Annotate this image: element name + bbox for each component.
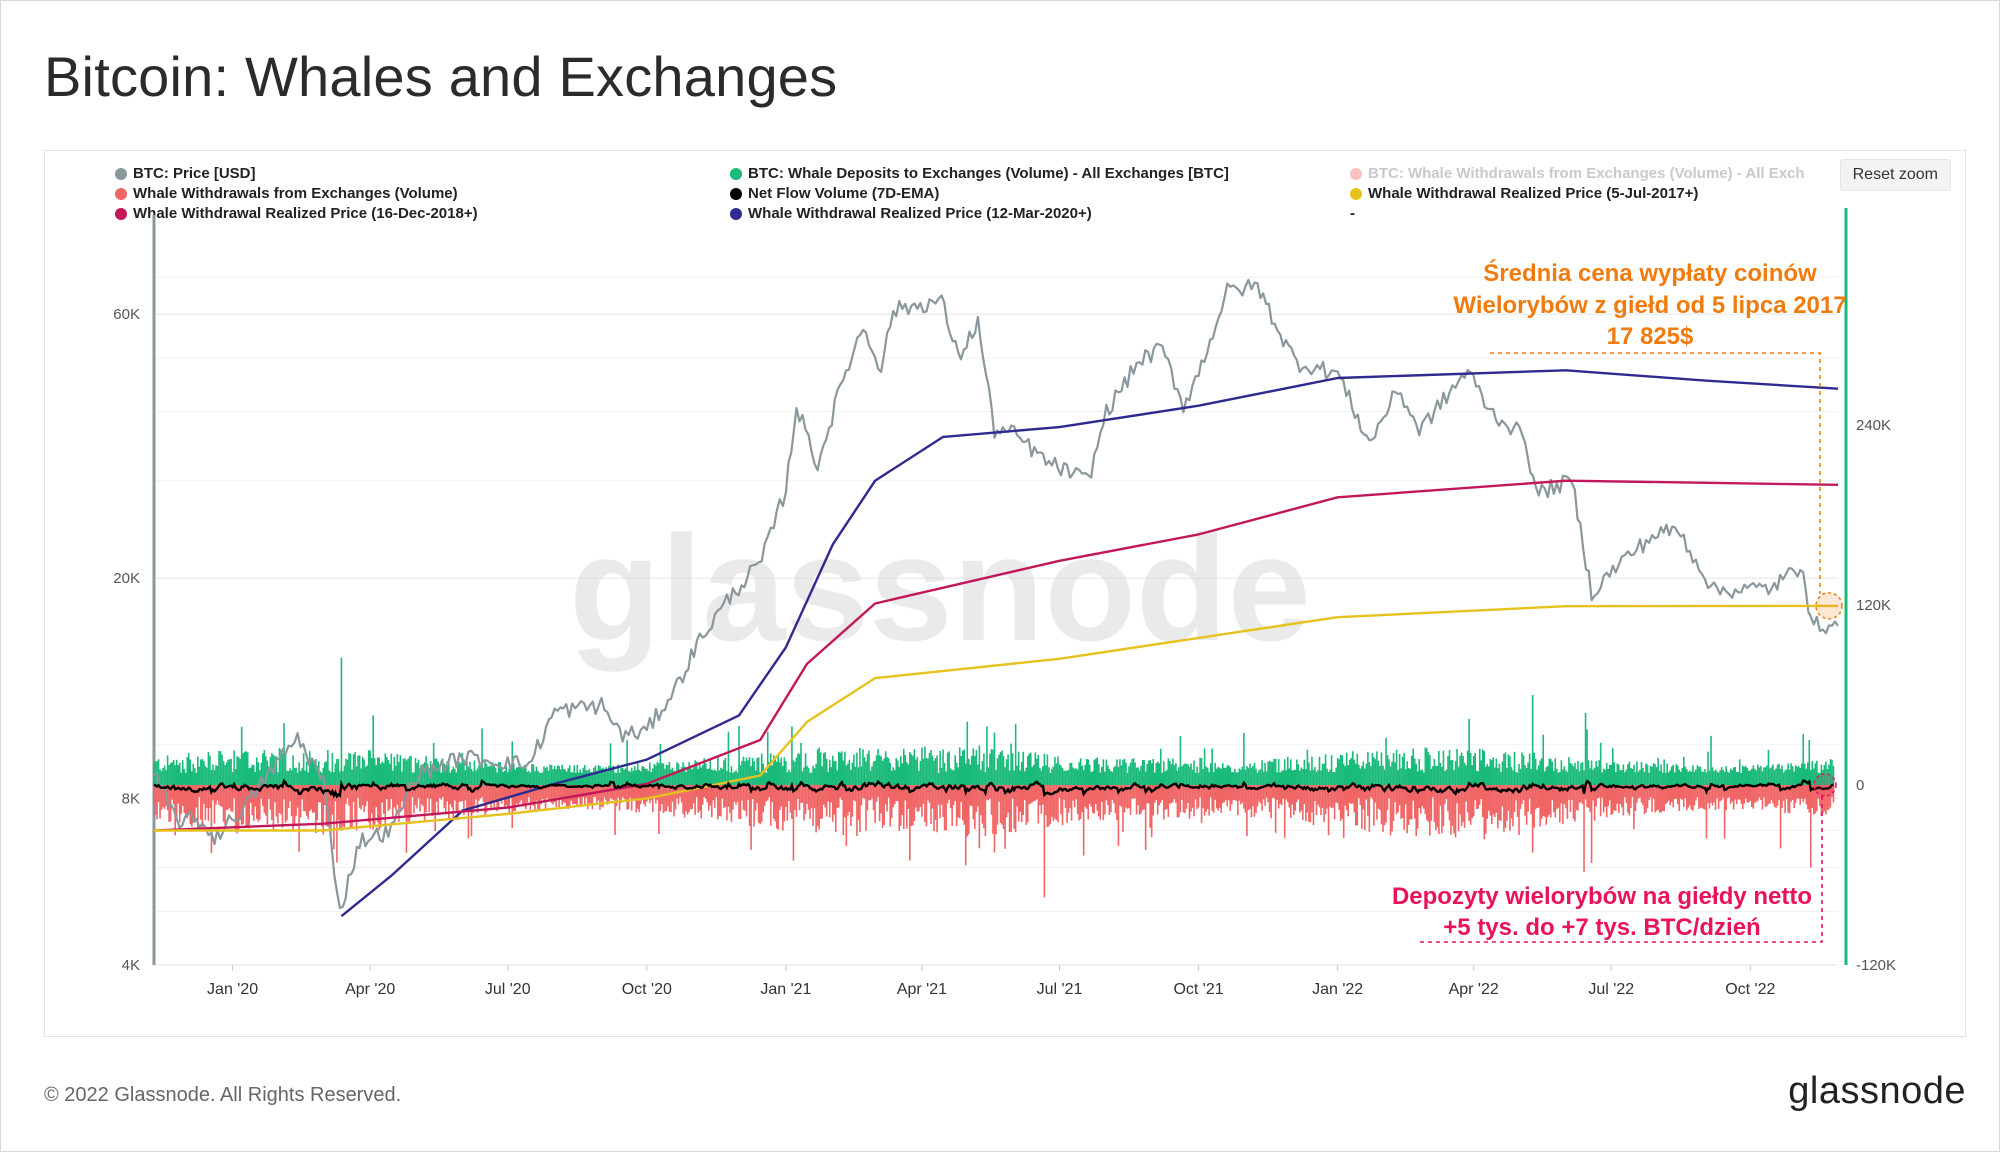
legend-label: BTC: Whale Deposits to Exchanges (Volume…: [748, 165, 1229, 182]
series-line-1: [153, 278, 1839, 910]
page-title: Bitcoin: Whales and Exchanges: [44, 45, 838, 108]
x-tick-label: Jul '22: [1588, 981, 1634, 998]
pink-annotation-line1: Depozyty wielorybów na giełdy netto: [1391, 883, 1813, 910]
legend-marker: [1350, 167, 1362, 180]
x-tick-label: Jan '21: [760, 981, 811, 998]
legend-item-1[interactable]: BTC: Price [USD]: [115, 165, 256, 182]
legend-item-7[interactable]: Whale Withdrawal Realized Price (16-Dec-…: [115, 205, 478, 222]
series-line-2: [340, 369, 1839, 918]
x-tick-label: Apr '21: [897, 981, 947, 998]
x-tick-label: Apr '22: [1449, 981, 1499, 998]
series-line-3: [153, 479, 1839, 832]
flow-bars: [153, 657, 1835, 898]
y-left-tick-label: 4K: [122, 957, 140, 974]
legend-label: Net Flow Volume (7D-EMA): [748, 185, 940, 202]
orange-annotation-line3: 17 825$: [1606, 323, 1694, 351]
x-tick-label: Oct '20: [622, 981, 672, 998]
legend-item-9[interactable]: -: [1350, 205, 1355, 222]
footer-logo: glassnode: [1788, 1070, 1966, 1112]
legend-item-6[interactable]: Whale Withdrawal Realized Price (5-Jul-2…: [1350, 185, 1698, 202]
legend-marker: [730, 207, 742, 220]
legend-item-4[interactable]: Whale Withdrawals from Exchanges (Volume…: [115, 185, 458, 202]
x-tick-label: Apr '20: [345, 981, 395, 998]
orange-annotation: Średnia cena wypłaty coinów Wielorybów z…: [1430, 258, 1870, 353]
footer-copyright: © 2022 Glassnode. All Rights Reserved.: [44, 1084, 402, 1106]
legend-marker: [730, 187, 742, 200]
y-left-tick-label: 8K: [122, 790, 140, 807]
legend-item-8[interactable]: Whale Withdrawal Realized Price (12-Mar-…: [730, 205, 1092, 222]
legend-item-2[interactable]: BTC: Whale Deposits to Exchanges (Volume…: [730, 165, 1229, 182]
chart-container: BTC: Price [USD] BTC: Whale Deposits to E…: [44, 150, 1966, 1037]
y-right-tick-label: 0: [1856, 777, 1864, 794]
x-tick-label: Jan '20: [207, 981, 258, 998]
legend-item-3[interactable]: BTC: Whale Withdrawals from Exchanges (V…: [1350, 165, 1805, 182]
net-flow-line: [153, 778, 1834, 799]
y-left-tick-label: 60K: [113, 306, 140, 323]
x-tick-label: Jul '21: [1037, 981, 1083, 998]
pink-highlight-circle: [1813, 773, 1837, 797]
x-tick-label: Oct '21: [1173, 981, 1223, 998]
y-right-tick-label: -120K: [1856, 957, 1896, 974]
x-tick-label: Oct '22: [1725, 981, 1775, 998]
chart-legend: BTC: Price [USD] BTC: Whale Deposits to E…: [115, 165, 1895, 237]
pink-guide-line: [1420, 796, 1823, 943]
legend-label: BTC: Whale Withdrawals from Exchanges (V…: [1368, 165, 1805, 182]
x-tick-label: Jul '20: [485, 981, 531, 998]
legend-label: Whale Withdrawal Realized Price (16-Dec-…: [133, 205, 478, 222]
y-right-tick-label: 240K: [1856, 417, 1891, 434]
pink-annotation-line2: +5 tys. do +7 tys. BTC/dzień: [1443, 914, 1761, 942]
orange-annotation-line2: Wielorybów z giełd od 5 lipca 2017: [1453, 291, 1847, 319]
orange-highlight-circle: [1815, 592, 1843, 620]
legend-label: -: [1350, 205, 1355, 222]
legend-label: BTC: Price [USD]: [133, 165, 256, 182]
legend-item-5[interactable]: Net Flow Volume (7D-EMA): [730, 185, 939, 202]
legend-marker: [115, 207, 127, 220]
orange-annotation-line1: Średnia cena wypłaty coinów: [1483, 260, 1817, 287]
legend-marker: [115, 187, 127, 200]
legend-marker: [115, 167, 127, 180]
legend-label: Whale Withdrawal Realized Price (12-Mar-…: [748, 205, 1092, 222]
reset-zoom-button[interactable]: Reset zoom: [1839, 159, 1951, 191]
x-tick-label: Jan '22: [1312, 981, 1363, 998]
legend-marker: [730, 167, 742, 180]
legend-marker: [1350, 187, 1362, 200]
series-line-4: [154, 604, 1839, 832]
legend-label: Whale Withdrawal Realized Price (5-Jul-2…: [1368, 185, 1699, 202]
y-right-tick-label: 120K: [1856, 597, 1891, 614]
legend-label: Whale Withdrawals from Exchanges (Volume…: [133, 185, 458, 202]
orange-guide-line: [1490, 352, 1821, 594]
y-left-tick-label: 20K: [113, 570, 140, 587]
pink-annotation: Depozyty wielorybów na giełdy netto +5 t…: [1372, 881, 1832, 943]
